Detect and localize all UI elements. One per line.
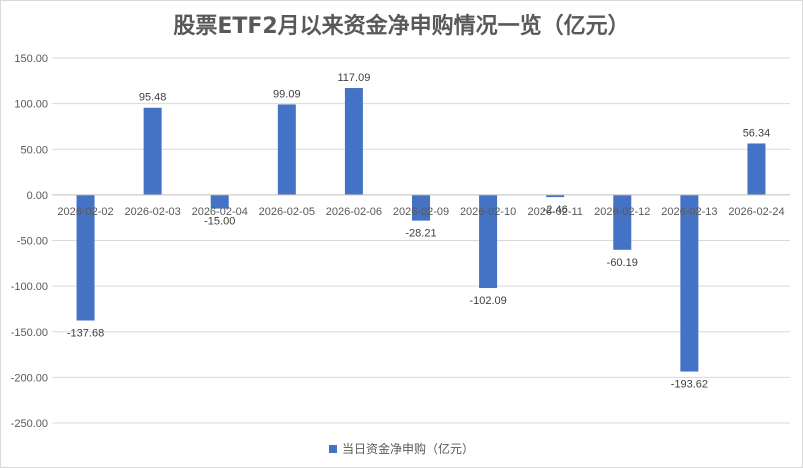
x-tick-label: 2026-02-05 bbox=[259, 206, 315, 218]
x-axis-labels: 2026-02-02 2026-02-03 2026-02-04 2026-02-05… bbox=[57, 206, 784, 218]
bars bbox=[76, 88, 766, 372]
bar bbox=[143, 107, 162, 195]
y-tick-label: 100.00 bbox=[14, 99, 48, 111]
data-label: -2.46 bbox=[543, 204, 568, 216]
data-label: -60.19 bbox=[607, 257, 638, 269]
data-label: 95.48 bbox=[139, 92, 167, 104]
bar bbox=[546, 194, 565, 198]
bar bbox=[277, 104, 296, 195]
bar bbox=[76, 194, 95, 321]
bar bbox=[210, 194, 229, 209]
data-label: -15.00 bbox=[204, 216, 235, 228]
bar bbox=[747, 143, 766, 195]
legend: 当日资金净申购（亿元） bbox=[0, 440, 803, 457]
data-labels: -137.68 95.48 -15.00 99.09 117.09 -28.21 -102.… bbox=[67, 72, 770, 391]
bar bbox=[680, 194, 699, 372]
y-tick-label: -50.00 bbox=[17, 236, 48, 248]
y-tick-label: -150.00 bbox=[11, 327, 48, 339]
y-tick-label: 0.00 bbox=[27, 190, 48, 202]
bar bbox=[613, 194, 632, 250]
x-tick-label: 2026-02-06 bbox=[326, 206, 382, 218]
data-label: 99.09 bbox=[273, 88, 301, 100]
data-label: 56.34 bbox=[743, 127, 771, 139]
x-tick-label: 2026-02-10 bbox=[460, 206, 516, 218]
x-tick-label: 2026-02-12 bbox=[594, 206, 650, 218]
y-tick-label: 50.00 bbox=[20, 144, 48, 156]
legend-label: 当日资金净申购（亿元） bbox=[341, 442, 474, 456]
data-label: -28.21 bbox=[405, 228, 436, 240]
data-label: -102.09 bbox=[469, 295, 506, 307]
bar bbox=[412, 194, 430, 221]
legend-swatch bbox=[328, 444, 337, 453]
x-tick-label: 2026-02-02 bbox=[57, 206, 113, 218]
chart-title: 股票ETF2月以来资金净申购情况一览（亿元） bbox=[173, 14, 630, 39]
x-tick-label: 2026-02-13 bbox=[661, 206, 717, 218]
x-tick-label: 2026-02-11 bbox=[527, 206, 582, 218]
bar bbox=[344, 88, 363, 195]
x-tick-label: 2026-02-09 bbox=[393, 206, 449, 218]
x-tick-label: 2026-02-03 bbox=[124, 206, 180, 218]
y-tick-label: 150.00 bbox=[14, 53, 48, 65]
data-label: -193.62 bbox=[671, 379, 708, 391]
x-tick-label: 2026-02-04 bbox=[192, 206, 248, 218]
gridlines bbox=[52, 57, 790, 424]
y-tick-label: -250.00 bbox=[11, 418, 48, 430]
x-tick-label: 2026-02-24 bbox=[728, 206, 784, 218]
y-tick-label: -200.00 bbox=[11, 372, 48, 384]
bar bbox=[479, 194, 498, 289]
y-axis-ticks: 150.00 100.00 50.00 0.00 -50.00 -100.00 -150.0… bbox=[11, 53, 48, 430]
data-label: -137.68 bbox=[67, 328, 104, 340]
y-tick-label: -100.00 bbox=[11, 281, 48, 293]
data-label: 117.09 bbox=[337, 72, 370, 84]
